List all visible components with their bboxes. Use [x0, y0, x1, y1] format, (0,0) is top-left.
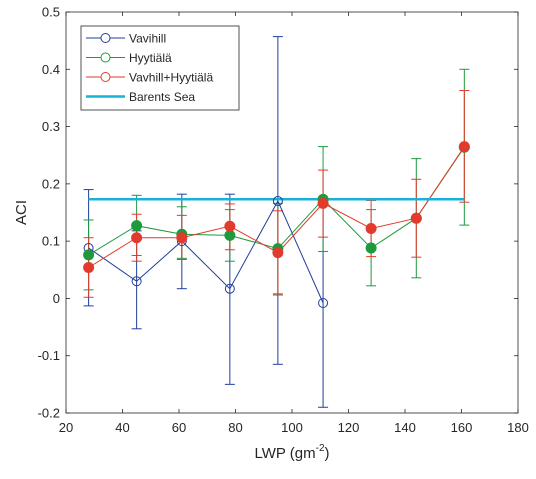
x-axis-label-exponent: -2	[316, 443, 325, 454]
x-tick-label: 40	[115, 420, 129, 435]
y-tick-label: 0.3	[42, 119, 60, 134]
series-lines	[88, 146, 465, 304]
data-point-hyyti-l	[365, 242, 377, 254]
x-tick-label: 20	[59, 420, 73, 435]
data-point-vavhill-hyyti-l	[458, 141, 470, 153]
axis-ticks: 20 40 60 80 100 120 140 160 180 -0.2 -0.1 0 0.1 0.2 0.…	[38, 5, 529, 436]
data-point-vavhill-hyyti-l	[272, 247, 284, 259]
data-point-vavihill	[318, 298, 329, 309]
x-tick-label: 140	[394, 420, 416, 435]
data-point-hyyti-l	[131, 220, 143, 232]
y-tick-label: 0.4	[42, 62, 60, 77]
x-tick-label: 60	[172, 420, 186, 435]
series-line-vavihill	[88, 199, 324, 304]
x-tick-label: 180	[507, 420, 529, 435]
x-tick-label: 100	[281, 420, 303, 435]
y-tick-label: 0.1	[42, 234, 60, 249]
data-point-vavihill	[224, 283, 235, 294]
legend-label-vavhill-hyyti-l: Vavhill+Hyytiälä	[129, 71, 213, 85]
legend-label-hyyti-l: Hyytiälä	[129, 51, 172, 65]
y-tick-label: 0.5	[42, 5, 60, 20]
data-point-vavhill-hyyti-l	[224, 220, 236, 232]
x-tick-label: 120	[338, 420, 360, 435]
legend-label-barents-sea: Barents Sea	[129, 90, 195, 104]
x-axis-label-main: LWP (gm	[254, 445, 315, 462]
y-tick-label: 0.2	[42, 176, 60, 191]
data-point-vavihill	[131, 276, 142, 287]
legend-marker-vavhill-hyyti-l	[100, 72, 111, 82]
series-line-hyyti-l	[88, 146, 465, 256]
data-point-vavihill	[272, 196, 283, 207]
data-point-vavhill-hyyti-l	[176, 232, 188, 244]
x-tick-label: 160	[451, 420, 473, 435]
y-tick-label: -0.2	[38, 406, 60, 421]
y-tick-label: -0.1	[38, 348, 60, 363]
legend: Vavihill Hyytiälä Vavhill+Hyytiälä Barents …	[80, 25, 240, 111]
legend-marker-hyyti-l	[100, 52, 111, 63]
data-point-hyyti-l	[83, 249, 95, 261]
x-axis-label: LWP (gm-2)	[254, 443, 329, 462]
series-markers	[83, 141, 470, 309]
data-point-hyyti-l	[224, 229, 236, 241]
y-tick-label: 0	[53, 291, 60, 306]
legend-marker-vavihill	[100, 33, 111, 43]
x-axis-label-end: )	[325, 445, 330, 462]
legend-label-vavihill: Vavihill	[129, 32, 166, 46]
data-point-vavhill-hyyti-l	[410, 212, 422, 224]
data-point-vavhill-hyyti-l	[83, 261, 95, 273]
y-axis-label: ACI	[13, 200, 30, 225]
x-tick-label: 80	[228, 420, 242, 435]
data-point-vavhill-hyyti-l	[131, 232, 143, 244]
data-point-vavhill-hyyti-l	[317, 197, 329, 209]
data-point-vavhill-hyyti-l	[365, 223, 377, 235]
